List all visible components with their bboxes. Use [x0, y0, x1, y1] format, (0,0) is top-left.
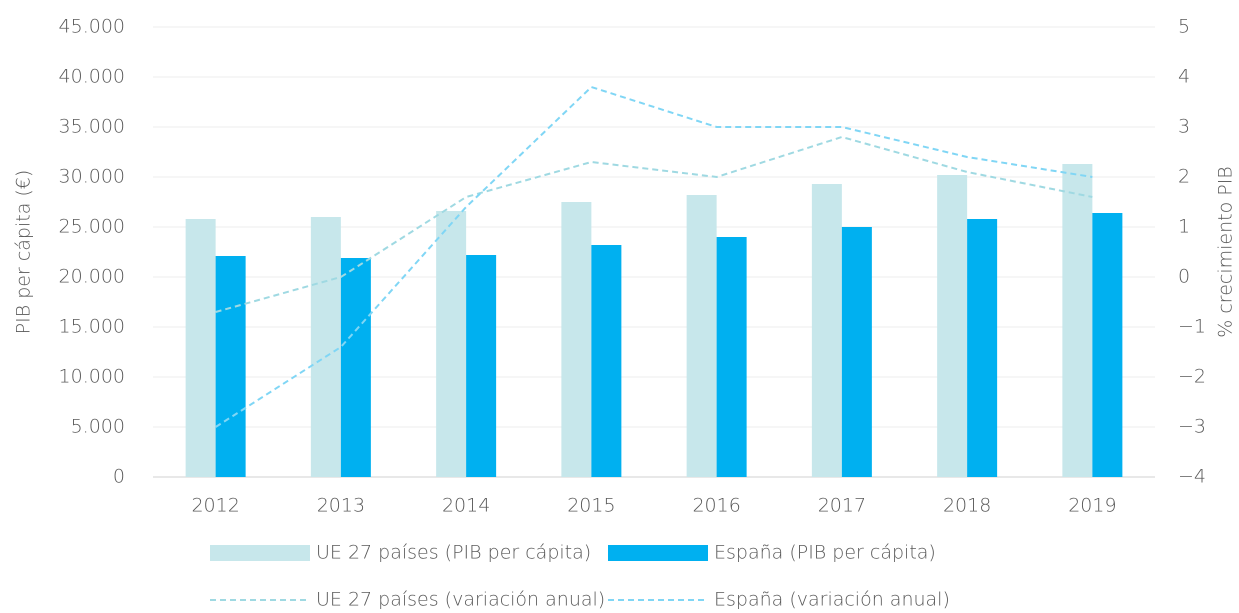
y-tick-label: 35.000 [59, 116, 125, 138]
y2-tick-label: 2 [1178, 166, 1190, 188]
bar [215, 256, 246, 477]
bar [466, 255, 497, 477]
x-tick-label: 2016 [692, 495, 740, 517]
y2-tick-label: −1 [1178, 316, 1206, 338]
y2-tick-label: −2 [1178, 366, 1206, 388]
y-tick-label: 20.000 [59, 266, 125, 288]
bar [937, 175, 968, 477]
x-tick-label: 2017 [818, 495, 866, 517]
bar [185, 219, 216, 477]
bar [841, 227, 872, 477]
y-tick-label: 25.000 [59, 216, 125, 238]
y2-tick-label: 5 [1178, 16, 1190, 38]
y-tick-label: 30.000 [59, 166, 125, 188]
y-tick-label: 45.000 [59, 16, 125, 38]
legend-swatch [210, 545, 310, 561]
x-tick-label: 2012 [191, 495, 239, 517]
y-tick-label: 10.000 [59, 366, 125, 388]
legend-swatch [608, 545, 708, 561]
y-tick-label: 5.000 [71, 416, 125, 438]
x-tick-label: 2014 [442, 495, 490, 517]
y2-tick-label: 4 [1178, 66, 1190, 88]
legend-label: España (PIB per cápita) [714, 542, 936, 564]
y2-tick-label: 3 [1178, 116, 1190, 138]
y2-tick-label: 0 [1178, 266, 1190, 288]
bar [967, 219, 998, 477]
y2-tick-label: 1 [1178, 216, 1190, 238]
bar [436, 211, 467, 477]
y2-axis-label: % crecimiento PIB [1215, 166, 1237, 337]
y-tick-label: 15.000 [59, 316, 125, 338]
bar [1092, 213, 1123, 477]
y2-tick-label: −3 [1178, 416, 1206, 438]
bar [686, 195, 717, 477]
bar [591, 245, 622, 477]
bar [310, 217, 341, 477]
legend-label: UE 27 países (PIB per cápita) [316, 542, 591, 564]
y2-tick-label: −4 [1178, 466, 1206, 488]
y-tick-label: 0 [113, 466, 125, 488]
bar [716, 237, 747, 477]
y-axis-label: PIB per cápita (€) [13, 170, 35, 335]
x-tick-label: 2013 [317, 495, 365, 517]
bar [1062, 164, 1093, 477]
line [215, 85, 1093, 428]
bar [340, 258, 371, 477]
legend-label: España (variación anual) [714, 589, 950, 611]
x-tick-label: 2019 [1068, 495, 1116, 517]
legend-label: UE 27 países (variación anual) [316, 589, 605, 611]
line [215, 135, 1093, 313]
bar [561, 202, 592, 477]
x-tick-label: 2015 [567, 495, 615, 517]
y-tick-label: 40.000 [59, 66, 125, 88]
x-tick-label: 2018 [943, 495, 991, 517]
bar [811, 184, 842, 477]
